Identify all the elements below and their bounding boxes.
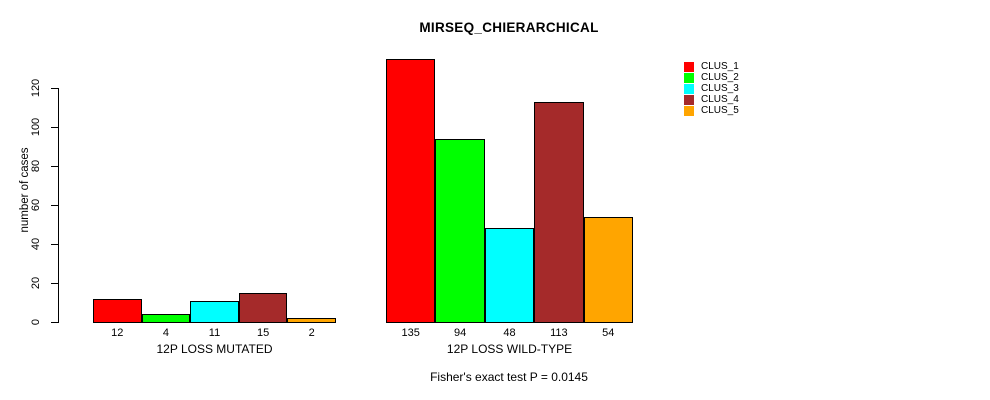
y-tick-label: 0 xyxy=(30,318,42,326)
bar-CLUS_2 xyxy=(435,138,485,323)
bar-CLUS_3 xyxy=(190,300,239,323)
legend-item-CLUS_4: CLUS_4 xyxy=(684,94,754,105)
group-label: 12P LOSS WILD-TYPE xyxy=(446,342,573,356)
y-tick-label: 20 xyxy=(30,276,42,290)
bar-value-label: 94 xyxy=(453,327,467,339)
legend-swatch xyxy=(684,94,694,105)
y-tick xyxy=(51,283,58,284)
legend-item-label: CLUS_3 xyxy=(701,83,739,94)
bar-value-label: 15 xyxy=(256,327,270,339)
legend-item-CLUS_2: CLUS_2 xyxy=(684,72,754,83)
y-tick xyxy=(51,322,58,323)
y-tick xyxy=(51,127,58,128)
legend-item-CLUS_5: CLUS_5 xyxy=(684,105,754,116)
legend-swatch xyxy=(684,61,694,72)
legend-swatch xyxy=(684,72,694,83)
legend-item-label: CLUS_5 xyxy=(701,105,739,116)
legend-item-CLUS_3: CLUS_3 xyxy=(684,83,754,94)
y-tick-label: 40 xyxy=(30,237,42,251)
bar-CLUS_5 xyxy=(583,216,633,323)
bar-value-label: 48 xyxy=(503,327,516,339)
bar-CLUS_5 xyxy=(287,318,336,323)
group-label: 12P LOSS MUTATED xyxy=(156,342,273,356)
bar-CLUS_4 xyxy=(238,292,288,323)
bar-value-label: 2 xyxy=(308,327,315,339)
legend-swatch xyxy=(684,105,694,116)
legend-item-label: CLUS_2 xyxy=(701,72,739,83)
bar-value-label: 12 xyxy=(111,327,124,339)
bar-CLUS_2 xyxy=(141,314,191,323)
bar-CLUS_1 xyxy=(386,58,436,323)
bar-value-label: 113 xyxy=(550,327,568,339)
legend-swatch xyxy=(684,83,694,94)
y-tick-label: 100 xyxy=(30,117,42,137)
bar-CLUS_1 xyxy=(93,298,142,323)
bar-value-label: 135 xyxy=(401,327,420,339)
y-tick xyxy=(51,88,58,89)
y-tick-label: 80 xyxy=(30,159,42,173)
legend-item-label: CLUS_1 xyxy=(701,61,739,72)
legend-item-label: CLUS_4 xyxy=(701,94,739,105)
legend-item-CLUS_1: CLUS_1 xyxy=(684,61,754,72)
y-tick-label: 120 xyxy=(30,78,42,98)
y-tick-label: 60 xyxy=(30,198,42,212)
y-tick xyxy=(51,205,58,206)
bar-value-label: 54 xyxy=(602,327,615,339)
y-tick xyxy=(51,166,58,167)
y-axis-line xyxy=(58,88,59,323)
annotation-text: Fisher's exact test P = 0.0145 xyxy=(430,370,588,384)
bar-CLUS_4 xyxy=(534,101,584,323)
bar-value-label: 4 xyxy=(162,327,169,339)
bar-value-label: 11 xyxy=(208,327,221,339)
chart-title: MIRSEQ_CHIERARCHICAL xyxy=(419,20,599,35)
y-tick xyxy=(51,244,58,245)
bar-CLUS_3 xyxy=(484,228,535,323)
